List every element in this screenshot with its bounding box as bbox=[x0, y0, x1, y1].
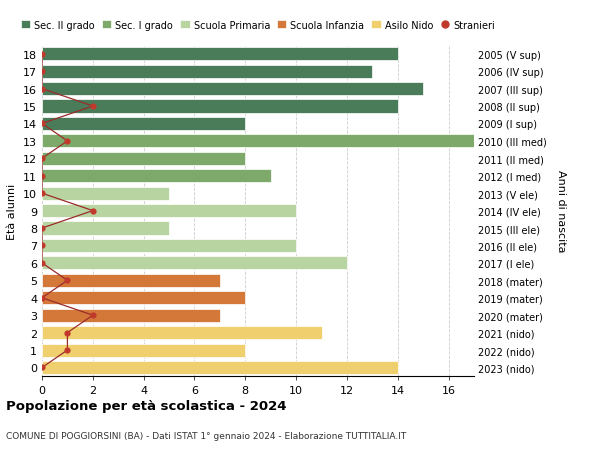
Bar bbox=[42, 187, 169, 200]
Bar bbox=[42, 344, 245, 357]
Bar bbox=[42, 257, 347, 270]
Bar bbox=[42, 326, 322, 339]
Bar bbox=[42, 222, 169, 235]
Bar bbox=[42, 152, 245, 166]
Bar bbox=[42, 291, 245, 305]
Y-axis label: Età alunni: Età alunni bbox=[7, 183, 17, 239]
Bar bbox=[42, 100, 398, 113]
Bar bbox=[42, 240, 296, 252]
Bar bbox=[42, 66, 373, 78]
Bar bbox=[42, 309, 220, 322]
Bar bbox=[42, 48, 398, 61]
Bar bbox=[42, 170, 271, 183]
Bar bbox=[42, 274, 220, 287]
Bar bbox=[42, 361, 398, 374]
Bar bbox=[42, 135, 474, 148]
Legend: Sec. II grado, Sec. I grado, Scuola Primaria, Scuola Infanzia, Asilo Nido, Stran: Sec. II grado, Sec. I grado, Scuola Prim… bbox=[17, 17, 499, 34]
Bar bbox=[42, 83, 423, 96]
Bar bbox=[42, 205, 296, 218]
Y-axis label: Anni di nascita: Anni di nascita bbox=[556, 170, 566, 252]
Text: COMUNE DI POGGIORSINI (BA) - Dati ISTAT 1° gennaio 2024 - Elaborazione TUTTITALI: COMUNE DI POGGIORSINI (BA) - Dati ISTAT … bbox=[6, 431, 406, 441]
Text: Popolazione per età scolastica - 2024: Popolazione per età scolastica - 2024 bbox=[6, 399, 287, 412]
Bar bbox=[42, 118, 245, 131]
